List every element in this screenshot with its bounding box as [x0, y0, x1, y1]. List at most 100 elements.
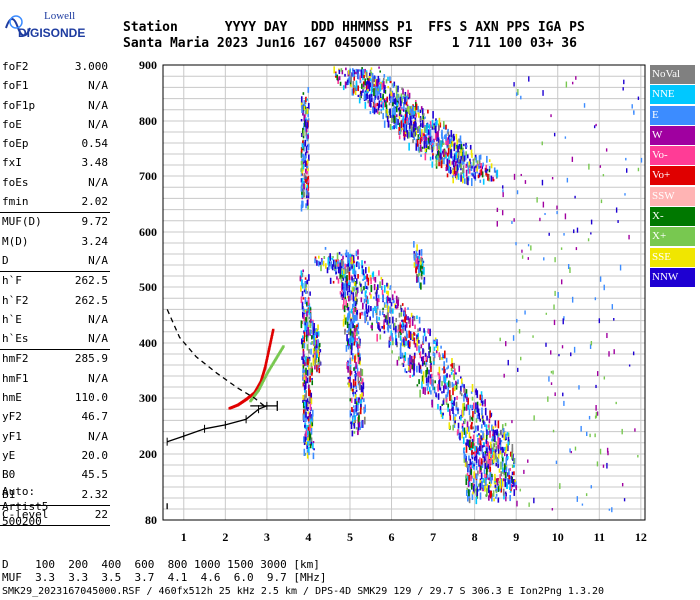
echo-trace	[301, 291, 304, 297]
echo-trace	[471, 178, 473, 187]
echo-trace	[435, 159, 438, 167]
echo-trace	[465, 166, 467, 169]
echo-trace	[470, 172, 473, 176]
echo-trace	[424, 148, 427, 153]
echo-trace	[442, 400, 445, 405]
auto-program: Artist5	[2, 500, 49, 513]
echo-noise	[527, 244, 530, 247]
echo-trace	[452, 167, 455, 171]
echo-trace	[352, 385, 355, 390]
echo-trace	[300, 270, 303, 278]
echo-trace	[303, 337, 306, 343]
echo-trace	[420, 282, 422, 290]
echo-trace	[494, 479, 497, 483]
echo-trace	[448, 170, 450, 174]
echo-noise	[521, 249, 523, 253]
echo-trace	[350, 388, 353, 391]
echo-trace	[357, 330, 360, 335]
echo-trace	[352, 71, 354, 78]
echo-trace	[398, 135, 401, 140]
echo-trace	[455, 151, 458, 159]
echo-trace	[377, 75, 380, 84]
echo-noise	[542, 201, 545, 208]
echo-trace	[487, 442, 490, 450]
echo-trace	[326, 267, 329, 274]
echo-trace	[458, 158, 460, 163]
echo-trace	[364, 101, 367, 109]
echo-trace	[481, 171, 484, 178]
echo-trace	[450, 134, 453, 142]
y-tick-label: 80	[145, 513, 157, 527]
echo-trace	[348, 259, 351, 267]
echo-trace	[346, 283, 348, 291]
echo-trace	[441, 412, 444, 419]
echo-trace	[352, 262, 355, 266]
echo-trace	[308, 413, 311, 418]
echo-trace	[485, 448, 488, 453]
echo-trace	[376, 102, 379, 107]
echo-trace	[362, 269, 365, 276]
echo-trace	[464, 178, 466, 184]
echo-trace	[309, 396, 311, 403]
echo-trace	[404, 325, 407, 331]
echo-trace	[398, 131, 401, 135]
param-name: foF1	[2, 79, 29, 93]
echo-trace	[452, 168, 454, 175]
echo-trace	[313, 345, 316, 351]
echo-trace	[405, 330, 408, 338]
echo-trace	[425, 336, 427, 342]
echo-trace	[495, 446, 498, 452]
echo-noise	[595, 411, 598, 418]
echo-trace	[508, 475, 510, 480]
echo-noise	[589, 433, 591, 438]
echo-trace	[305, 123, 307, 129]
echo-trace	[503, 468, 506, 475]
echo-trace	[364, 68, 366, 74]
echo-trace	[301, 143, 304, 149]
echo-trace	[417, 126, 420, 133]
echo-trace	[307, 182, 310, 191]
echo-trace	[421, 134, 424, 142]
echo-trace	[485, 467, 488, 475]
echo-trace	[419, 109, 422, 113]
echo-trace	[356, 405, 359, 411]
echo-trace	[408, 330, 410, 338]
echo-trace	[482, 162, 484, 167]
echo-trace	[307, 332, 310, 336]
echo-trace	[497, 463, 499, 468]
echo-trace	[304, 289, 307, 294]
echo-trace	[351, 303, 354, 311]
echo-trace	[441, 391, 443, 394]
echo-trace	[415, 274, 418, 282]
echo-noise	[512, 335, 515, 341]
echo-trace	[411, 374, 414, 377]
echo-trace	[513, 479, 515, 487]
echo-trace	[488, 418, 491, 424]
echo-trace	[303, 173, 306, 180]
echo-trace	[382, 310, 384, 313]
echo-trace	[420, 106, 423, 110]
echo-trace	[416, 139, 419, 147]
echo-trace	[407, 340, 409, 346]
echo-trace	[342, 85, 345, 91]
echo-trace	[352, 287, 355, 291]
echo-trace	[367, 305, 370, 313]
trace-point	[270, 336, 273, 340]
echo-trace	[490, 175, 493, 182]
echo-trace	[343, 283, 345, 288]
echo-trace	[369, 76, 371, 80]
echo-trace	[472, 452, 475, 455]
echo-trace	[505, 457, 508, 465]
echo-trace	[304, 169, 307, 173]
echo-trace	[349, 80, 352, 86]
echo-trace	[494, 473, 496, 482]
echo-noise	[555, 460, 558, 464]
echo-trace	[349, 337, 351, 345]
echo-trace	[509, 479, 512, 485]
echo-trace	[382, 113, 384, 120]
echo-trace	[361, 392, 363, 398]
echo-trace	[451, 363, 454, 369]
echo-trace	[301, 177, 304, 184]
echo-trace	[343, 269, 345, 275]
echo-trace	[418, 112, 420, 118]
